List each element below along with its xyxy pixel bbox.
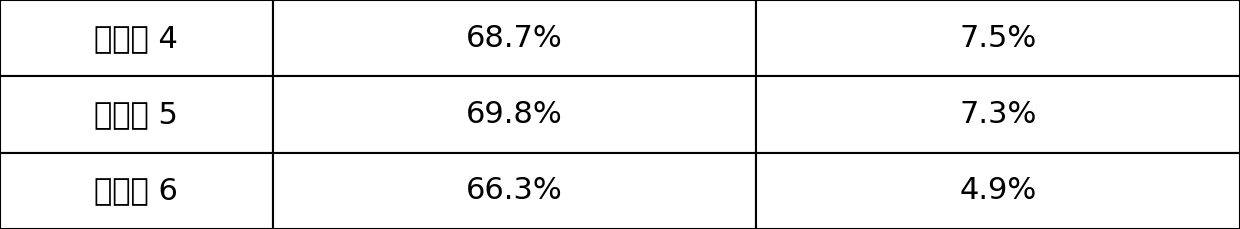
Bar xyxy=(756,0,1240,76)
Bar xyxy=(273,153,756,229)
Text: 对比例 5: 对比例 5 xyxy=(94,100,179,129)
Text: 7.5%: 7.5% xyxy=(960,24,1037,53)
Text: 对比例 4: 对比例 4 xyxy=(94,24,179,53)
Text: 7.3%: 7.3% xyxy=(960,100,1037,129)
Bar xyxy=(273,76,756,153)
Bar xyxy=(0,76,273,153)
Bar xyxy=(0,153,273,229)
Text: 66.3%: 66.3% xyxy=(466,176,563,205)
Text: 4.9%: 4.9% xyxy=(960,176,1037,205)
Text: 对比例 6: 对比例 6 xyxy=(94,176,179,205)
Text: 68.7%: 68.7% xyxy=(466,24,563,53)
Bar xyxy=(756,76,1240,153)
Bar xyxy=(273,0,756,76)
Bar xyxy=(756,153,1240,229)
Bar xyxy=(0,0,273,76)
Text: 69.8%: 69.8% xyxy=(466,100,563,129)
